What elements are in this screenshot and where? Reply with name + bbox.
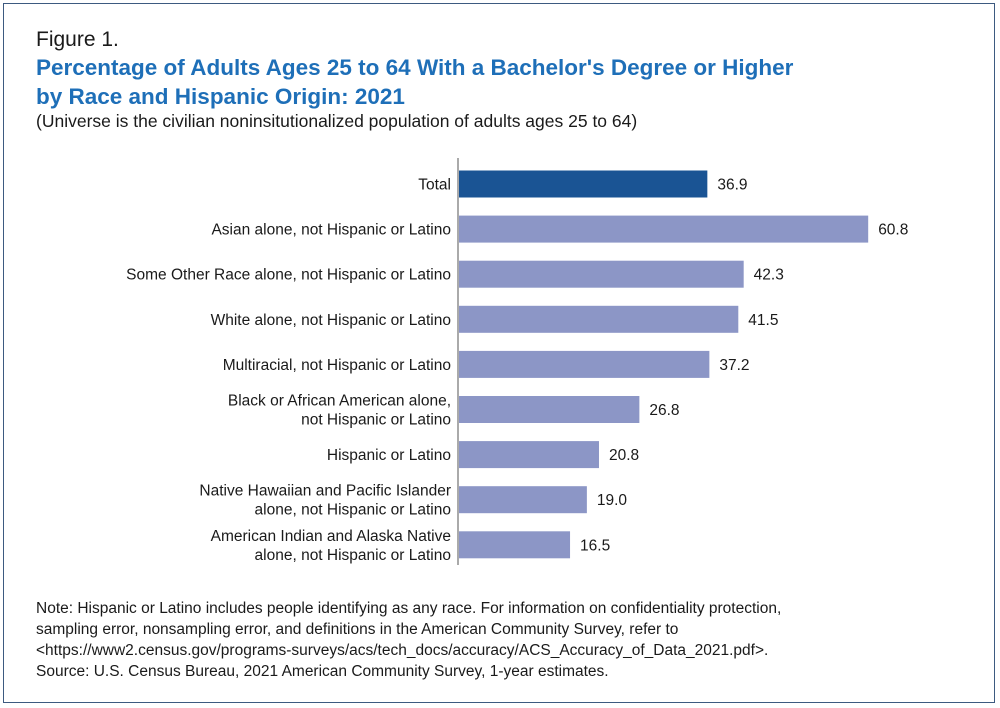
chart-note: Note: Hispanic or Latino includes people… bbox=[36, 598, 976, 682]
bar-value-label: 36.9 bbox=[717, 177, 747, 194]
bar bbox=[459, 215, 869, 243]
bar bbox=[459, 260, 744, 288]
category-label: American Indian and Alaska Native bbox=[211, 528, 451, 545]
category-label: Hispanic or Latino bbox=[327, 447, 451, 464]
note-line-2: sampling error, nonsampling error, and d… bbox=[36, 621, 679, 638]
chart-title: Percentage of Adults Ages 25 to 64 With … bbox=[36, 53, 956, 111]
figure-label: Figure 1. bbox=[36, 28, 119, 51]
bar-value-label: 19.0 bbox=[597, 492, 628, 509]
category-label: not Hispanic or Latino bbox=[301, 412, 451, 429]
chart-title-line-2: by Race and Hispanic Origin: 2021 bbox=[36, 84, 405, 109]
bar-value-label: 42.3 bbox=[754, 267, 784, 284]
bar-value-label: 26.8 bbox=[649, 402, 679, 419]
category-label: White alone, not Hispanic or Latino bbox=[211, 312, 451, 329]
category-label: Asian alone, not Hispanic or Latino bbox=[211, 222, 451, 239]
bar bbox=[459, 441, 599, 469]
category-label: Native Hawaiian and Pacific Islander bbox=[199, 483, 451, 500]
bar bbox=[459, 486, 587, 514]
category-label: alone, not Hispanic or Latino bbox=[255, 502, 451, 519]
figure-frame bbox=[3, 3, 995, 703]
category-label: Some Other Race alone, not Hispanic or L… bbox=[126, 267, 451, 284]
chart-title-line-1: Percentage of Adults Ages 25 to 64 With … bbox=[36, 55, 794, 80]
bar-chart-svg: 36.9 Total 60.8 Asian alone, not Hispanic o… bbox=[126, 158, 908, 565]
note-line-3: <https://www2.census.gov/programs-survey… bbox=[36, 642, 769, 659]
source-line: Source: U.S. Census Bureau, 2021 America… bbox=[36, 663, 609, 680]
category-label: Total bbox=[418, 177, 451, 194]
bar-value-label: 37.2 bbox=[719, 357, 749, 374]
bar-value-label: 41.5 bbox=[748, 312, 778, 329]
bar-value-label: 60.8 bbox=[878, 222, 908, 239]
category-label: alone, not Hispanic or Latino bbox=[255, 547, 451, 564]
bar bbox=[459, 396, 640, 423]
category-label: Multiracial, not Hispanic or Latino bbox=[223, 357, 451, 374]
bar bbox=[459, 305, 739, 333]
bar bbox=[459, 531, 571, 559]
note-line-1: Note: Hispanic or Latino includes people… bbox=[36, 600, 782, 617]
category-label: Black or African American alone, bbox=[228, 393, 451, 410]
bar-value-label: 16.5 bbox=[580, 537, 610, 554]
chart-subtitle: (Universe is the civilian noninsitutiona… bbox=[36, 111, 638, 131]
bar-chart: 36.9 Total 60.8 Asian alone, not Hispanic o… bbox=[0, 150, 1000, 575]
bar bbox=[459, 170, 708, 198]
bar bbox=[459, 350, 710, 378]
bar-value-label: 20.8 bbox=[609, 447, 639, 464]
